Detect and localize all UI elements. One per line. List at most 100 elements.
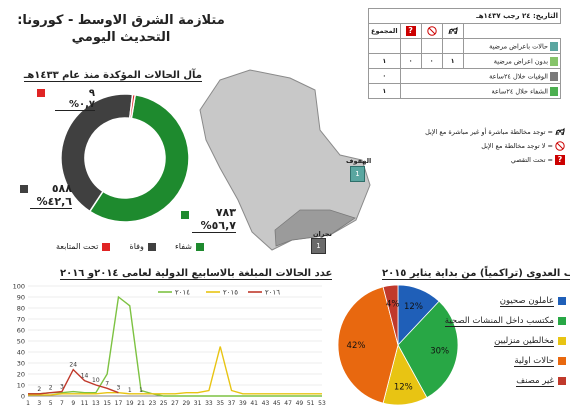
pie-slice-3: [337, 286, 399, 404]
pie-legend: عاملون صحيون مكتسب داخل المنشات الصحية م…: [444, 296, 566, 396]
donut-slice-1: [60, 93, 134, 213]
city-label-najran: نجران: [313, 230, 332, 238]
series-line-0: [28, 295, 322, 397]
y-tick-label-3: 30: [17, 360, 25, 368]
followup-swatch: [37, 89, 45, 97]
daily-status-table: التاريخ: ٢٤ رجب ١٤٣٧هـ ? المجموع حالات ب…: [368, 8, 562, 99]
donut-label-recovered: ٧٨٣ ٥٦,٧%: [192, 206, 236, 233]
y-tick-label-8: 80: [17, 305, 25, 313]
pie-legend-item-4: غير مصنف: [458, 376, 566, 396]
x-tick-label-2: 5: [49, 400, 53, 407]
followup-value: ٩: [88, 88, 95, 99]
outcome-donut-chart: [60, 93, 190, 223]
y-tick-label-2: 20: [17, 371, 25, 379]
series-line-2: [28, 368, 119, 395]
x-tick-label-17: 35: [216, 400, 224, 407]
pie-legend-item-3: حالات اولية: [458, 356, 566, 376]
donut-legend-recovered: شفاء: [175, 242, 204, 251]
pie-label-0: 12%: [404, 302, 423, 312]
x-tick-label-6: 13: [92, 400, 100, 407]
page-title-line1: متلازمة الشرق الاوسط - كورونا:: [17, 13, 225, 28]
legend-question: ? = تحت التقصي: [380, 155, 565, 165]
status-legend: = توجد مخالطة مباشرة أو غير مباشرة مع ال…: [380, 127, 565, 165]
page-title: متلازمة الشرق الاوسط - كورونا: التحديث ا…: [6, 12, 236, 46]
donut-legend-followup: تحت المتابعة: [56, 242, 111, 251]
status-date: التاريخ: ٢٤ رجب ١٤٣٧هـ: [368, 8, 561, 24]
point-label-5: 10: [92, 377, 100, 384]
green-cured-icon: [550, 86, 558, 96]
x-tick-label-11: 23: [149, 400, 157, 407]
question-column-header: ?: [399, 23, 422, 39]
status-header-blank: [463, 24, 560, 39]
legend-camel: = توجد مخالطة مباشرة أو غير مباشرة مع ال…: [380, 127, 565, 137]
y-tick-label-6: 60: [17, 327, 25, 335]
pie-slice-1: [397, 300, 459, 399]
city-marker-najran: 1: [311, 238, 326, 254]
pie-label-2: 12%: [394, 383, 413, 393]
x-tick-label-1: 3: [37, 400, 41, 407]
death-value: ٥٨٨: [51, 182, 72, 195]
donut-slice-2: [128, 93, 137, 120]
no-camel-column-header: [420, 23, 443, 39]
no-camel-icon: [555, 141, 565, 151]
point-label-1: 2: [49, 385, 53, 392]
donut-slice-0: [88, 93, 190, 223]
total-column-header: المجموع: [368, 23, 401, 39]
grey-grave-icon: [550, 71, 558, 81]
x-tick-label-7: 15: [103, 400, 111, 407]
x-tick-label-21: 43: [262, 400, 270, 407]
pie-legend-item-0: عاملون صحيون: [458, 296, 566, 316]
death-swatch: [20, 185, 28, 193]
status-row-asymptomatic: بدون اعراض مرضية ١ ٠ ٠ ١: [368, 53, 562, 69]
status-row-recovered: الشفاء خلال ٢٤ساعة ١: [368, 83, 562, 99]
y-tick-label-5: 50: [17, 338, 25, 346]
y-tick-label-10: 100: [13, 283, 25, 291]
y-tick-label-0: 0: [21, 393, 25, 401]
camel-icon: [448, 26, 458, 35]
legend-label-2: ٢٠١٦: [265, 289, 280, 297]
x-tick-label-23: 47: [284, 400, 292, 407]
pie-label-1: 30%: [430, 346, 449, 356]
point-label-4: 14: [81, 373, 89, 380]
x-tick-label-4: 9: [71, 400, 75, 407]
x-tick-label-15: 31: [194, 400, 202, 407]
point-label-9: 1: [139, 387, 143, 394]
x-tick-label-9: 19: [126, 400, 134, 407]
no-camel-icon: [426, 26, 437, 36]
legend-no-camel: = لا توجد مخالطة مع الإبل: [380, 141, 565, 151]
x-tick-label-22: 45: [273, 400, 281, 407]
series-line-1: [28, 346, 322, 396]
city-marker-hofuf: 1: [350, 166, 365, 182]
x-tick-label-3: 7: [60, 400, 64, 407]
donut-label-death: ٥٨٨ ٤٢,٦%: [30, 182, 72, 209]
x-tick-label-25: 51: [307, 400, 315, 407]
x-tick-label-5: 11: [81, 400, 89, 407]
x-tick-label-20: 41: [250, 400, 258, 407]
point-label-2: 3: [60, 384, 64, 391]
recovered-value: ٧٨٣: [215, 206, 236, 219]
pie-label-3: 42%: [347, 341, 366, 351]
x-tick-label-16: 33: [205, 400, 213, 407]
x-tick-label-24: 49: [296, 400, 304, 407]
point-label-3: 24: [69, 362, 77, 369]
infection-classification-pie: 12% 30% 12% 42% 4%: [337, 284, 459, 406]
x-tick-label-14: 29: [182, 400, 190, 407]
y-tick-label-4: 40: [17, 349, 25, 357]
x-tick-label-10: 21: [137, 400, 145, 407]
death-percent: ٤٢,٦%: [30, 195, 72, 209]
saudi-map-shape: [199, 69, 371, 251]
green-patient-icon: [550, 41, 558, 51]
legend-label-0: ٢٠١٤: [175, 289, 190, 297]
x-tick-label-13: 27: [171, 400, 179, 407]
x-tick-label-12: 25: [160, 400, 168, 407]
camel-column-header: [441, 23, 464, 39]
x-tick-label-8: 17: [115, 400, 123, 407]
camel-icon: [555, 127, 565, 136]
followup-percent: ٠,٧%: [55, 99, 95, 111]
x-tick-label-0: 1: [26, 400, 30, 407]
city-label-hofuf: الهفوف: [346, 157, 372, 165]
question-icon: ?: [555, 155, 565, 165]
point-label-6: 7: [105, 380, 109, 387]
status-row-symptomatic: حالات باعراض مرضية: [368, 38, 562, 54]
